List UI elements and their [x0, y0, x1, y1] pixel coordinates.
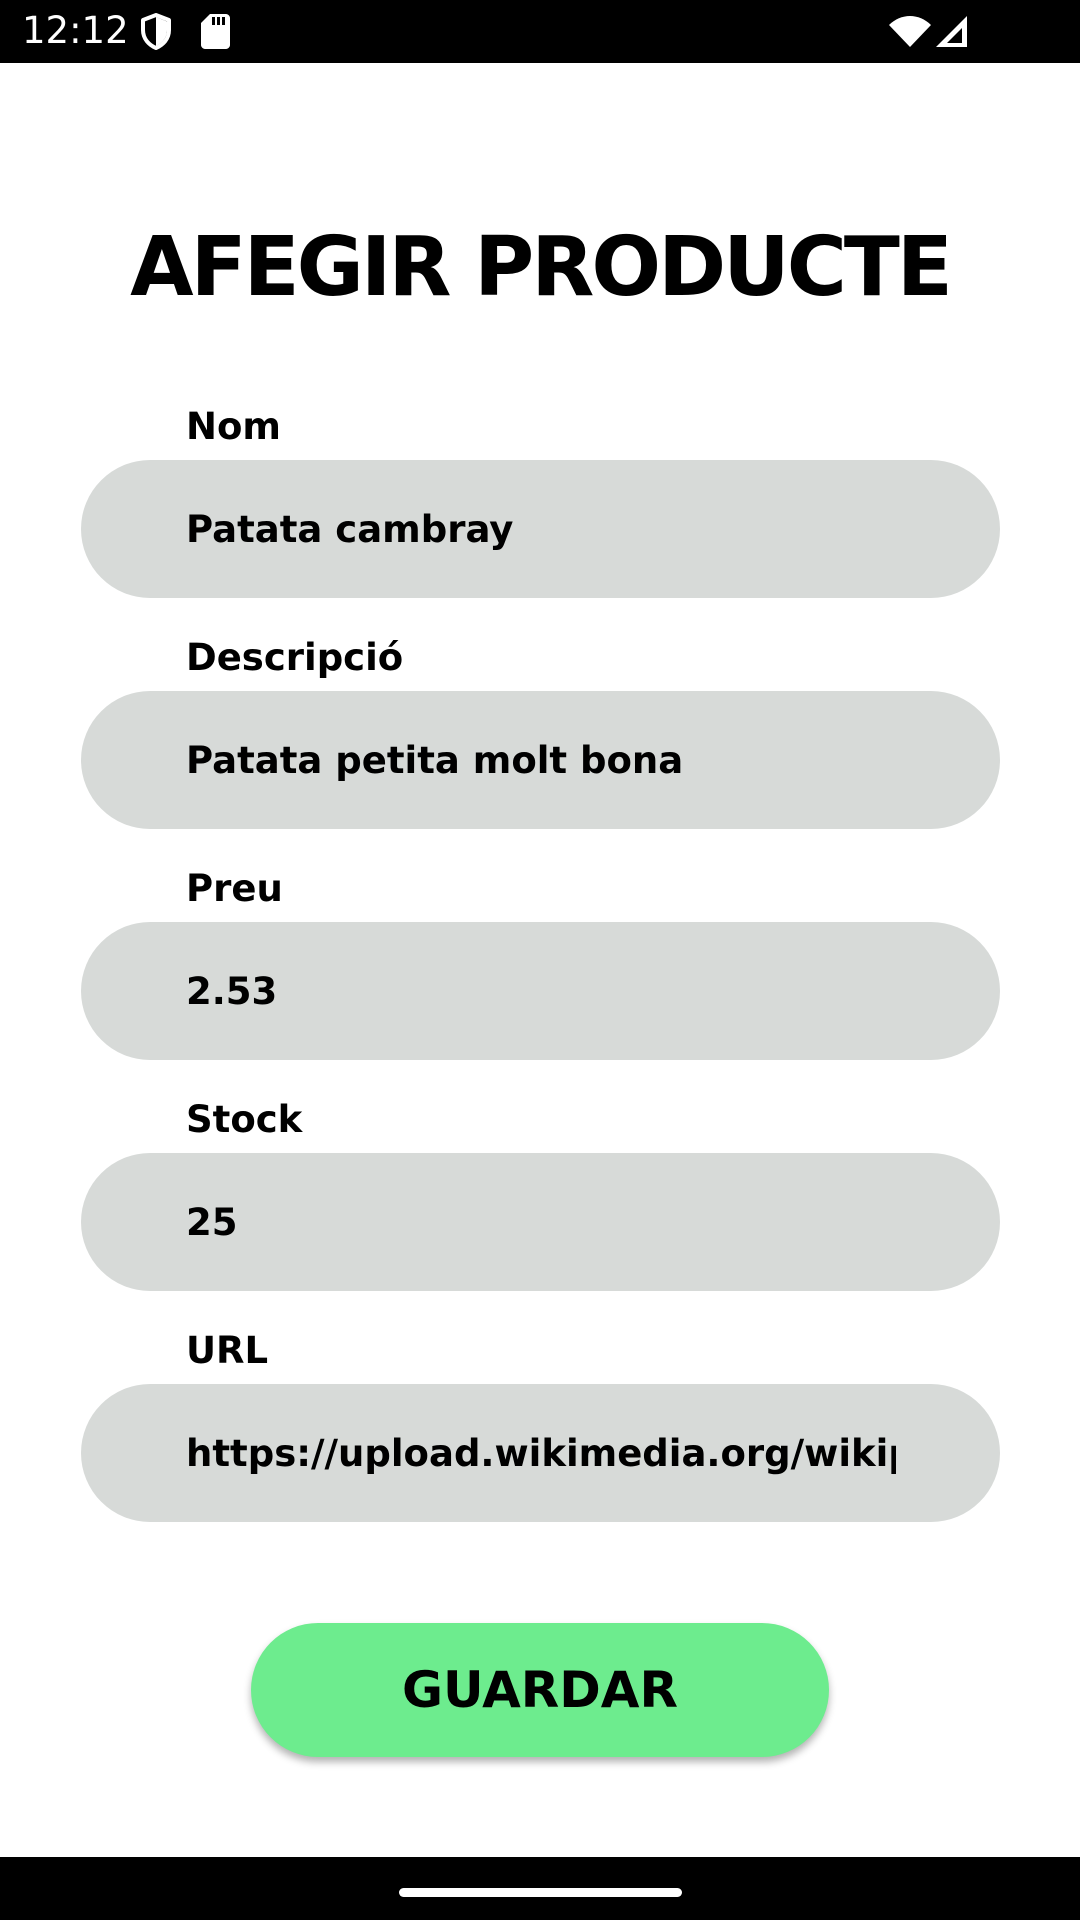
field-label-stock: Stock	[186, 1098, 303, 1141]
field-label-preu: Preu	[186, 867, 283, 910]
descripcio-input[interactable]	[81, 691, 1000, 829]
page-title: AFEGIR PRODUCTE	[130, 220, 953, 315]
preu-input[interactable]	[81, 922, 1000, 1060]
save-button[interactable]: GUARDAR	[251, 1623, 829, 1757]
status-time: 12:12	[22, 9, 129, 52]
wifi-icon	[889, 16, 931, 47]
field-label-descripcio: Descripció	[186, 636, 404, 679]
field-label-nom: Nom	[186, 405, 281, 448]
nom-input[interactable]	[81, 460, 1000, 598]
navigation-bar	[0, 1857, 1080, 1920]
cell-signal-icon	[936, 16, 967, 47]
field-label-url: URL	[186, 1329, 269, 1372]
url-input[interactable]	[81, 1384, 1000, 1522]
shield-icon	[141, 13, 171, 50]
sd-card-icon	[201, 14, 230, 49]
home-handle[interactable]	[399, 1888, 682, 1897]
stock-input[interactable]	[81, 1153, 1000, 1291]
status-bar: 12:12	[0, 0, 1080, 63]
